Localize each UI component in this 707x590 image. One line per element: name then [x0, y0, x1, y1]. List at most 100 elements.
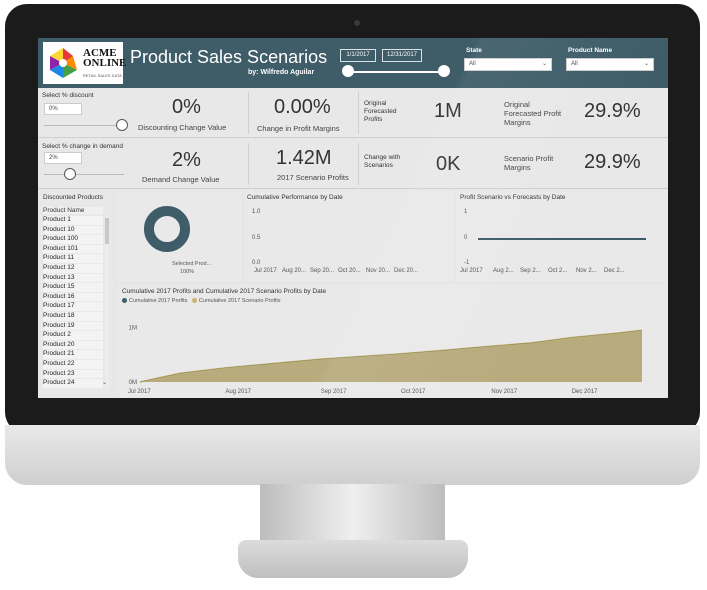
orig-profits-value: 1M: [434, 100, 462, 122]
logo-line1: ACME: [83, 47, 117, 59]
xtick: Oct 20...: [338, 268, 361, 274]
logo-line2: ONLINE: [83, 57, 127, 69]
list-item[interactable]: Product 10: [43, 225, 103, 235]
ytick: 0M: [129, 380, 137, 386]
state-filter-label: State: [466, 47, 482, 54]
discount-input[interactable]: 0%: [44, 103, 82, 115]
profits-line[interactable]: [139, 330, 643, 383]
change-value: 0K: [436, 153, 461, 175]
scenario-profits-area[interactable]: [140, 330, 642, 382]
product-filter-select[interactable]: All ⌄: [566, 58, 654, 71]
divider: [358, 92, 359, 134]
profit-vs-forecast-panel: Profit Scenario vs Forecasts by Date 1 0…: [456, 190, 668, 282]
donut-panel: Selected Prod... 100%: [116, 190, 242, 282]
xtick: Jul 2017: [128, 389, 151, 395]
demand-slider-handle[interactable]: [64, 168, 76, 180]
list-item[interactable]: Product 101: [43, 244, 103, 254]
list-item[interactable]: Product 21: [43, 350, 103, 359]
profit-vs-line[interactable]: [478, 238, 646, 240]
profit-vs-title: Profit Scenario vs Forecasts by Date: [460, 194, 566, 201]
demand-label: Select % change in demand: [42, 143, 123, 150]
logo-subtext: RETAIL SALES DATA: [83, 73, 122, 78]
xtick: Nov 2017: [491, 389, 517, 395]
list-title: Discounted Products: [43, 194, 103, 201]
scenario-profits-value: 1.42M: [276, 147, 332, 169]
scroll-down-icon[interactable]: ⌄: [102, 380, 108, 386]
list-scroll-thumb[interactable]: [105, 218, 109, 244]
orig-profits-label: Original Forecasted Profits: [364, 100, 397, 123]
discounted-products-panel: Discounted Products Product Name Product…: [38, 190, 114, 398]
list-item[interactable]: Product 15: [43, 283, 103, 292]
list-item[interactable]: Product 18: [43, 312, 103, 321]
list-header[interactable]: Product Name: [43, 207, 103, 214]
kpi-row-demand: Select % change in demand 2% 2% Demand C…: [38, 139, 668, 189]
change-label: Change with Scenarios: [364, 154, 401, 169]
demand-slider-track: [44, 174, 124, 175]
monitor-chin: [5, 425, 700, 485]
list-item[interactable]: Product 23: [43, 369, 103, 379]
list-item[interactable]: Product 24: [43, 379, 103, 388]
donut-percent: 100%: [180, 269, 195, 275]
dashboard-screen: ACME ONLINE RETAIL SALES DATA Product Sa…: [38, 38, 668, 398]
discount-label: Select % discount: [42, 92, 94, 99]
xtick: Aug 20...: [282, 268, 307, 274]
cumulative-profits-panel: Cumulative 2017 Profits and Cumulative 2…: [116, 284, 668, 398]
donut-chart[interactable]: [142, 204, 192, 254]
date-start-handle[interactable]: [342, 65, 354, 77]
area-chart-legend: Cumulative 2017 Profits Cumulative 2017 …: [122, 298, 281, 304]
xtick: Jul 2017: [254, 268, 277, 274]
state-filter-select[interactable]: All ⌄: [464, 58, 552, 71]
xtick: Sep 2...: [520, 268, 541, 274]
legend-dot: [122, 298, 127, 304]
discount-slider-handle[interactable]: [116, 119, 128, 131]
legend-item: Cumulative 2017 Scenario Profits: [198, 298, 281, 304]
xtick: Dec 2...: [604, 268, 625, 274]
list-item[interactable]: Product 2: [43, 331, 103, 340]
scenario-margin-value: 29.9%: [584, 151, 641, 173]
list-item[interactable]: Product 100: [43, 235, 103, 244]
ytick: 1M: [129, 326, 137, 332]
ytick: 0.5: [252, 235, 261, 241]
ytick: 0.0: [252, 260, 261, 266]
chevron-down-icon: ⌄: [643, 61, 649, 67]
orig-margin-value: 29.9%: [584, 100, 641, 122]
page-subtitle: by: Wilfredo Aguilar: [248, 69, 315, 76]
orig-margin-label: Original Forecasted Profit Margins: [504, 100, 562, 127]
cumulative-performance-panel: Cumulative Performance by Date 1.0 0.5 0…: [244, 190, 454, 282]
legend-dot: [191, 298, 197, 304]
discount-kpi-label: Discounting Change Value: [138, 123, 227, 132]
end-date-input[interactable]: 12/31/2017: [382, 49, 422, 62]
list-item[interactable]: Product 17: [43, 302, 103, 311]
xtick: Sep 2017: [321, 389, 347, 395]
date-end-handle[interactable]: [438, 65, 450, 77]
legend-item: Cumulative 2017 Profits: [129, 298, 188, 304]
list-item[interactable]: Product 19: [43, 321, 103, 331]
list-item[interactable]: Product 11: [43, 254, 103, 263]
list-item[interactable]: Product 13: [43, 273, 103, 283]
ytick: 1.0: [252, 209, 261, 215]
demand-input[interactable]: 2%: [44, 152, 82, 164]
page-title: Product Sales Scenarios: [130, 47, 328, 67]
list-item[interactable]: Product 16: [43, 292, 103, 302]
xtick: Oct 2...: [548, 268, 568, 274]
divider: [248, 92, 249, 134]
list-item[interactable]: Product 20: [43, 340, 103, 350]
cum-perf-title: Cumulative Performance by Date: [247, 194, 343, 201]
start-date-input[interactable]: 1/1/2017: [340, 49, 376, 62]
product-filter-value: All: [571, 61, 578, 67]
list-scrollbar[interactable]: [105, 218, 109, 390]
area-chart[interactable]: 1M 0M Jul 2017 Aug 2017 Sep 2017 Oct 2017 Nov …: [116, 284, 668, 398]
divider: [248, 143, 249, 185]
logo-text: ACME ONLINE: [83, 47, 127, 69]
list-item[interactable]: Product 22: [43, 360, 103, 369]
xtick: Dec 2017: [572, 389, 598, 395]
xtick: Aug 2017: [225, 389, 251, 395]
list-item[interactable]: Product 12: [43, 264, 103, 273]
scenario-margin-label: Scenario Profit Margins: [504, 154, 554, 172]
list-item[interactable]: Product 1: [43, 216, 103, 225]
xtick: Sep 20...: [310, 268, 335, 274]
divider: [358, 143, 359, 185]
xtick: Nov 20...: [366, 268, 391, 274]
kpi-row-discount: Select % discount 0% 0% Discounting Chan…: [38, 88, 668, 138]
donut-slice[interactable]: [144, 206, 190, 252]
